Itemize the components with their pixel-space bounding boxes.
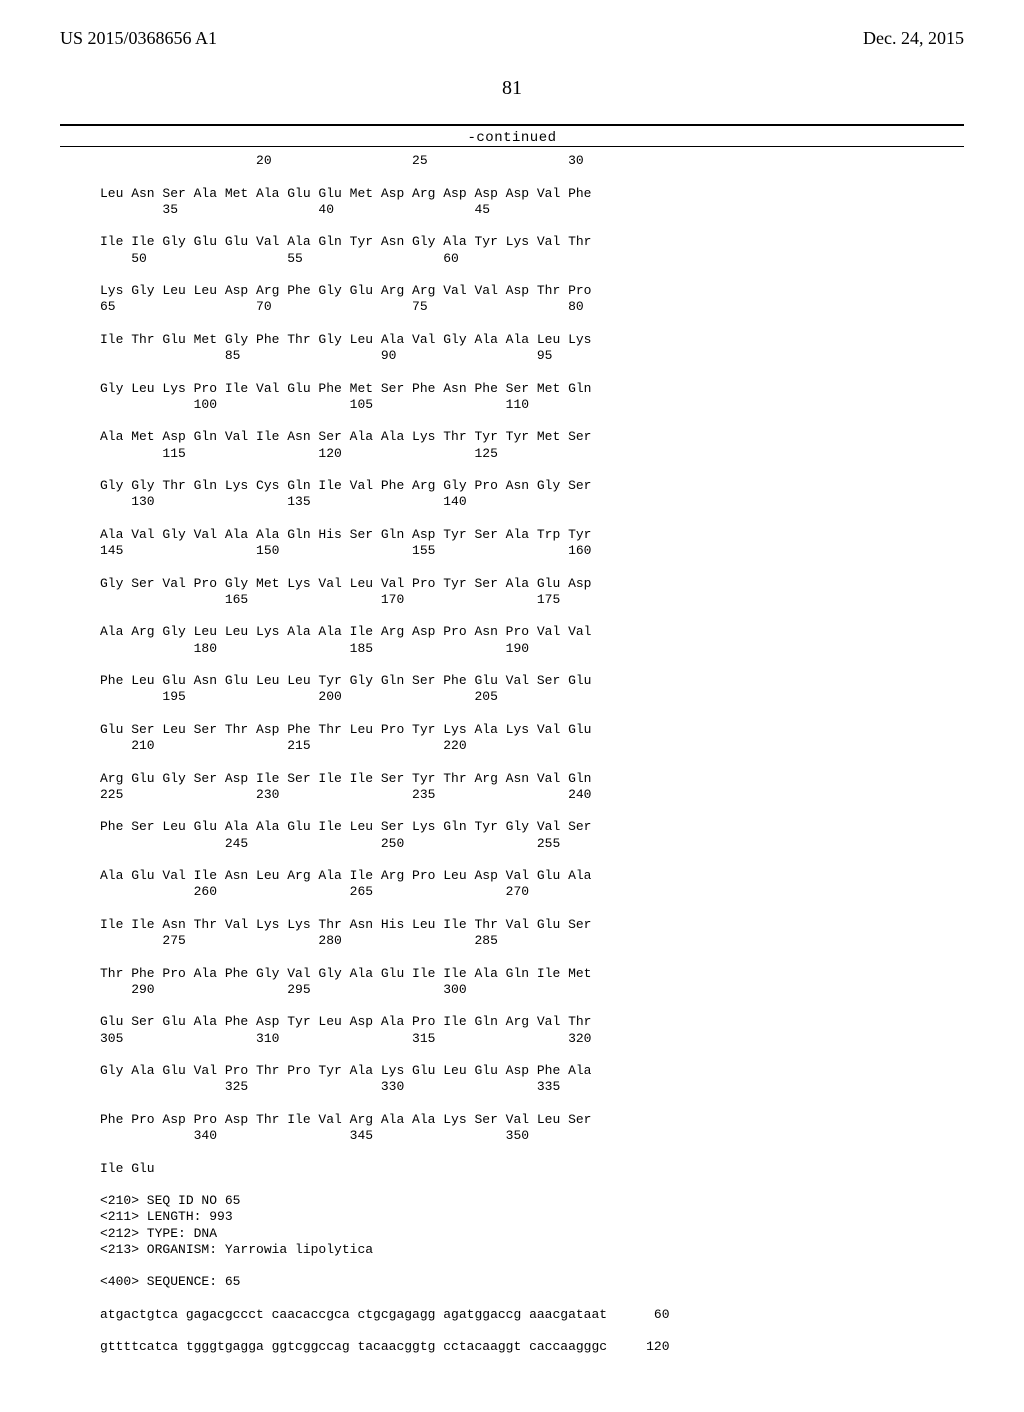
sequence-listing: 20 25 30 Leu Asn Ser Ala Met Ala Glu Glu… [100,153,964,1372]
pub-number: US 2015/0368656 A1 [60,28,217,49]
continued-label: -continued [60,130,964,146]
pub-date: Dec. 24, 2015 [863,28,964,49]
page-number: 81 [60,77,964,100]
rule-top-outer [60,124,964,126]
header-line: US 2015/0368656 A1 Dec. 24, 2015 [60,28,964,49]
page: US 2015/0368656 A1 Dec. 24, 2015 81 -con… [0,0,1024,1412]
rule-top-inner [60,146,964,147]
